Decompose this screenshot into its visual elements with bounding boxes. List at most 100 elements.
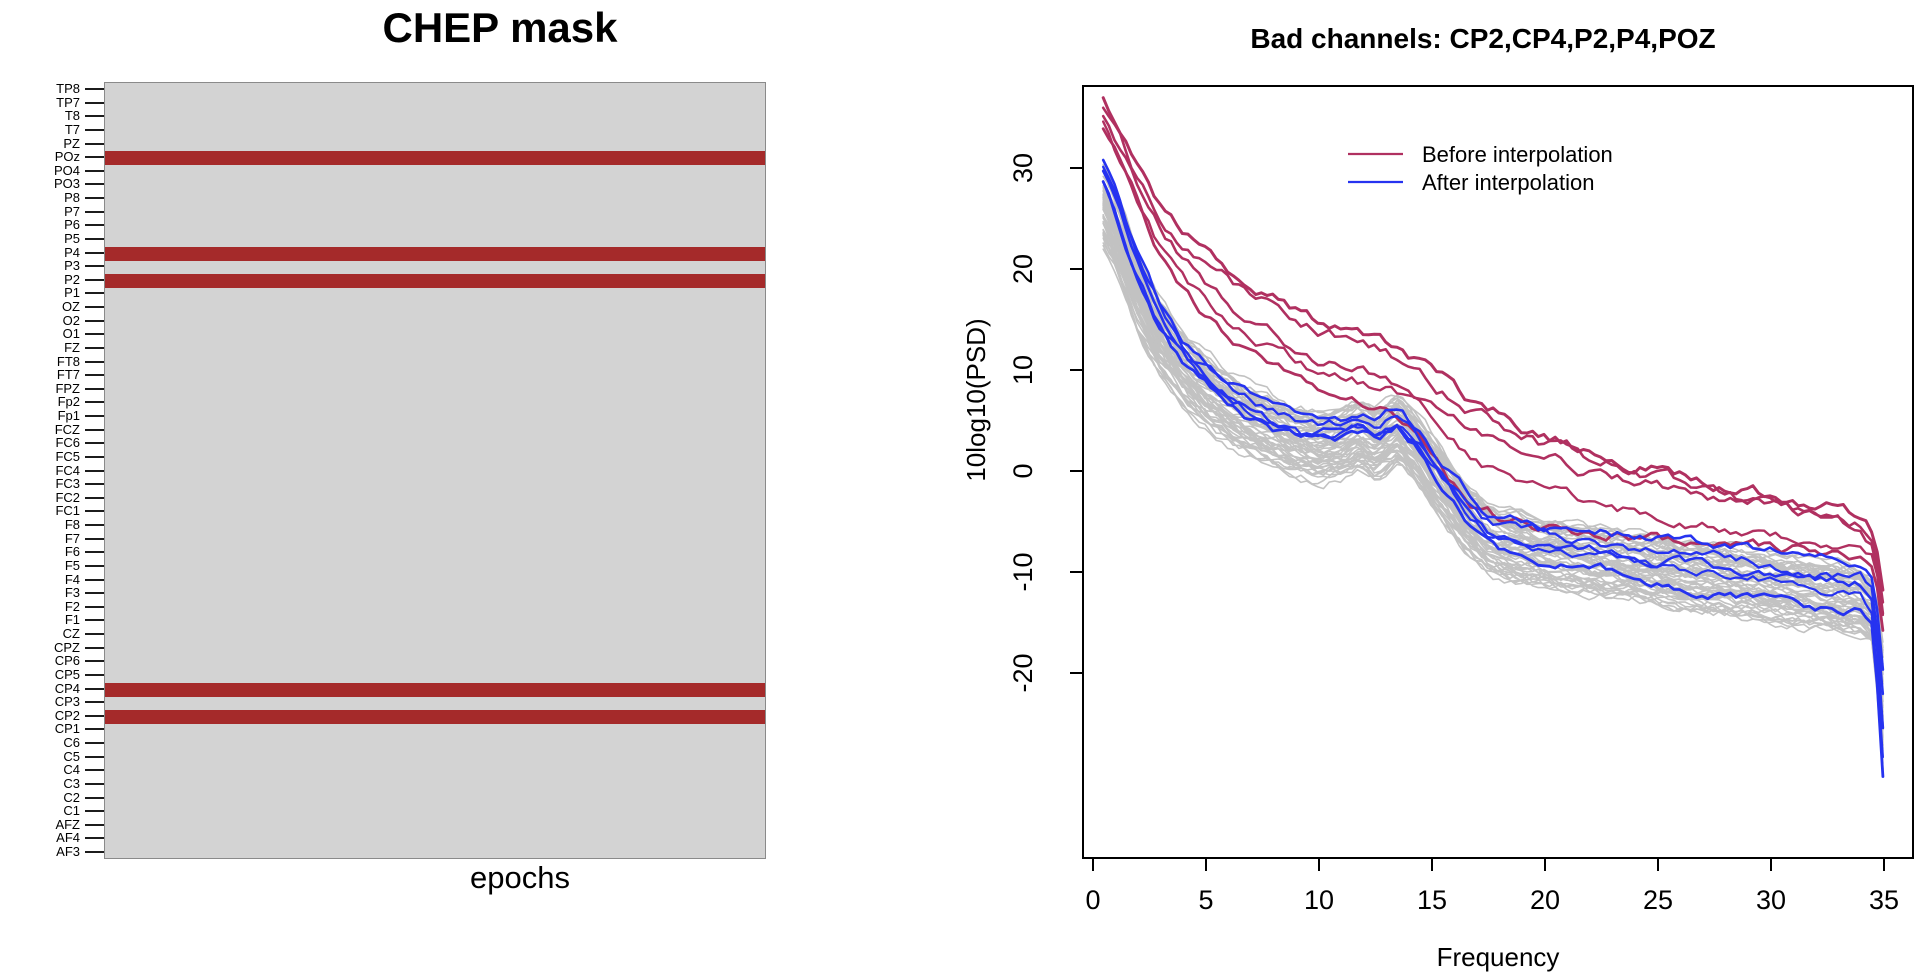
channel-label-TP8: TP8 xyxy=(56,81,80,96)
psd-line-channel-37 xyxy=(1102,193,1884,726)
psd-line-channel-8 xyxy=(1102,242,1884,713)
x-tick-label: 10 xyxy=(1304,885,1334,915)
channel-tick xyxy=(85,483,104,486)
channel-label-C3: C3 xyxy=(63,775,80,791)
channel-tick xyxy=(85,469,104,472)
channel-tick xyxy=(85,210,104,213)
channel-label-F4: F4 xyxy=(64,571,80,587)
channel-label-T7: T7 xyxy=(64,121,80,137)
channel-label-O1: O1 xyxy=(62,326,80,342)
x-tick-label: 0 xyxy=(1085,885,1100,915)
channel-tick xyxy=(85,278,104,281)
psd-line-before-5 xyxy=(1101,127,1885,632)
channel-label-AF3: AF3 xyxy=(56,844,80,859)
channel-tick xyxy=(85,578,104,581)
x-tick-label: 35 xyxy=(1869,885,1899,915)
channel-label-FT7: FT7 xyxy=(56,367,80,383)
psd-line-channel-27 xyxy=(1102,195,1884,731)
channel-label-P4: P4 xyxy=(64,244,80,260)
psd-line-after-1 xyxy=(1101,158,1885,671)
channel-tick xyxy=(85,524,104,526)
frequency-axis-label: Frequency xyxy=(1437,942,1560,972)
channel-tick xyxy=(85,619,104,622)
channel-tick xyxy=(85,346,104,349)
psd-line-channel-9 xyxy=(1102,237,1884,717)
channel-tick xyxy=(85,646,104,649)
psd-line-after-4 xyxy=(1102,180,1885,759)
x-tick-label: 25 xyxy=(1643,885,1673,915)
channel-label-Fp2: Fp2 xyxy=(57,394,80,410)
mask-stripe-POz xyxy=(105,151,765,166)
psd-axis-label: 10log10(PSD) xyxy=(961,318,991,481)
channel-label-C5: C5 xyxy=(63,748,80,764)
psd-line-channel-23 xyxy=(1102,222,1884,676)
channel-tick xyxy=(85,837,104,840)
channel-tick xyxy=(85,265,104,268)
right-panel-title: Bad channels: CP2,CP4,P2,P4,POZ xyxy=(1250,23,1715,54)
left-panel-title: CHEP mask xyxy=(382,4,618,51)
psd-line-channel-34 xyxy=(1102,196,1884,731)
channel-tick xyxy=(85,169,104,172)
psd-line-channel-52 xyxy=(1102,179,1884,695)
channel-tick xyxy=(85,306,104,308)
channel-tick xyxy=(85,333,104,336)
y-tick-label: 20 xyxy=(1008,254,1038,284)
channel-label-CP5: CP5 xyxy=(54,666,80,682)
psd-line-channel-32 xyxy=(1102,198,1884,730)
channel-label-F8: F8 xyxy=(64,517,80,532)
y-tick-label: 10 xyxy=(1008,355,1038,385)
channel-tick xyxy=(85,796,104,799)
psd-line-before-4 xyxy=(1101,120,1885,617)
x-tick-label: 30 xyxy=(1756,885,1786,915)
psd-line-channel-10 xyxy=(1102,213,1884,770)
channel-tick xyxy=(85,592,104,595)
y-tick-label: 30 xyxy=(1008,153,1038,183)
channel-label-F2: F2 xyxy=(64,598,80,614)
psd-line-channel-18 xyxy=(1102,232,1884,750)
channel-label-P5: P5 xyxy=(64,230,80,246)
psd-line-before-1 xyxy=(1101,96,1885,592)
psd-line-channel-54 xyxy=(1102,170,1884,654)
channel-tick xyxy=(85,633,104,635)
psd-line-channel-22 xyxy=(1102,203,1884,720)
y-tick-label: -10 xyxy=(1008,552,1038,591)
channel-label-AFZ: AFZ xyxy=(55,816,80,832)
channel-tick xyxy=(85,88,104,90)
channel-label-FC2: FC2 xyxy=(55,489,80,505)
channel-label-CPZ: CPZ xyxy=(54,639,80,655)
channel-tick xyxy=(85,851,104,853)
psd-line-channel-56 xyxy=(1102,163,1884,694)
channel-label-P1: P1 xyxy=(64,285,80,301)
channel-tick xyxy=(85,360,104,363)
psd-line-before-3 xyxy=(1101,114,1885,615)
channel-tick xyxy=(85,442,104,445)
channel-label-CP6: CP6 xyxy=(54,653,80,669)
psd-line-channel-7 xyxy=(1102,232,1884,727)
channel-label-O2: O2 xyxy=(62,312,80,328)
channel-label-F7: F7 xyxy=(64,530,80,546)
channel-label-P2: P2 xyxy=(64,271,80,287)
channel-label-FZ: FZ xyxy=(64,339,80,355)
channel-label-P7: P7 xyxy=(64,203,80,219)
channel-label-CP3: CP3 xyxy=(54,694,80,710)
channel-tick xyxy=(85,496,104,499)
epochs-axis-label: epochs xyxy=(470,860,570,895)
psd-line-channel-38 xyxy=(1102,180,1884,738)
channel-tick xyxy=(85,387,104,390)
channel-tick xyxy=(85,156,104,159)
channel-tick xyxy=(85,769,104,772)
psd-line-channel-41 xyxy=(1102,206,1884,724)
channel-label-FC4: FC4 xyxy=(55,462,80,478)
channel-label-FCZ: FCZ xyxy=(54,421,80,437)
legend-label-before: Before interpolation xyxy=(1422,142,1613,167)
channel-label-PZ: PZ xyxy=(63,135,80,151)
legend-label-after: After interpolation xyxy=(1422,170,1594,195)
channel-tick xyxy=(85,115,104,118)
psd-line-channel-26 xyxy=(1102,217,1884,719)
channel-tick xyxy=(85,810,104,813)
channel-tick xyxy=(85,374,104,377)
psd-line-after-2 xyxy=(1101,165,1885,696)
psd-line-channel-4 xyxy=(1102,229,1884,724)
channel-label-PO3: PO3 xyxy=(53,176,80,192)
